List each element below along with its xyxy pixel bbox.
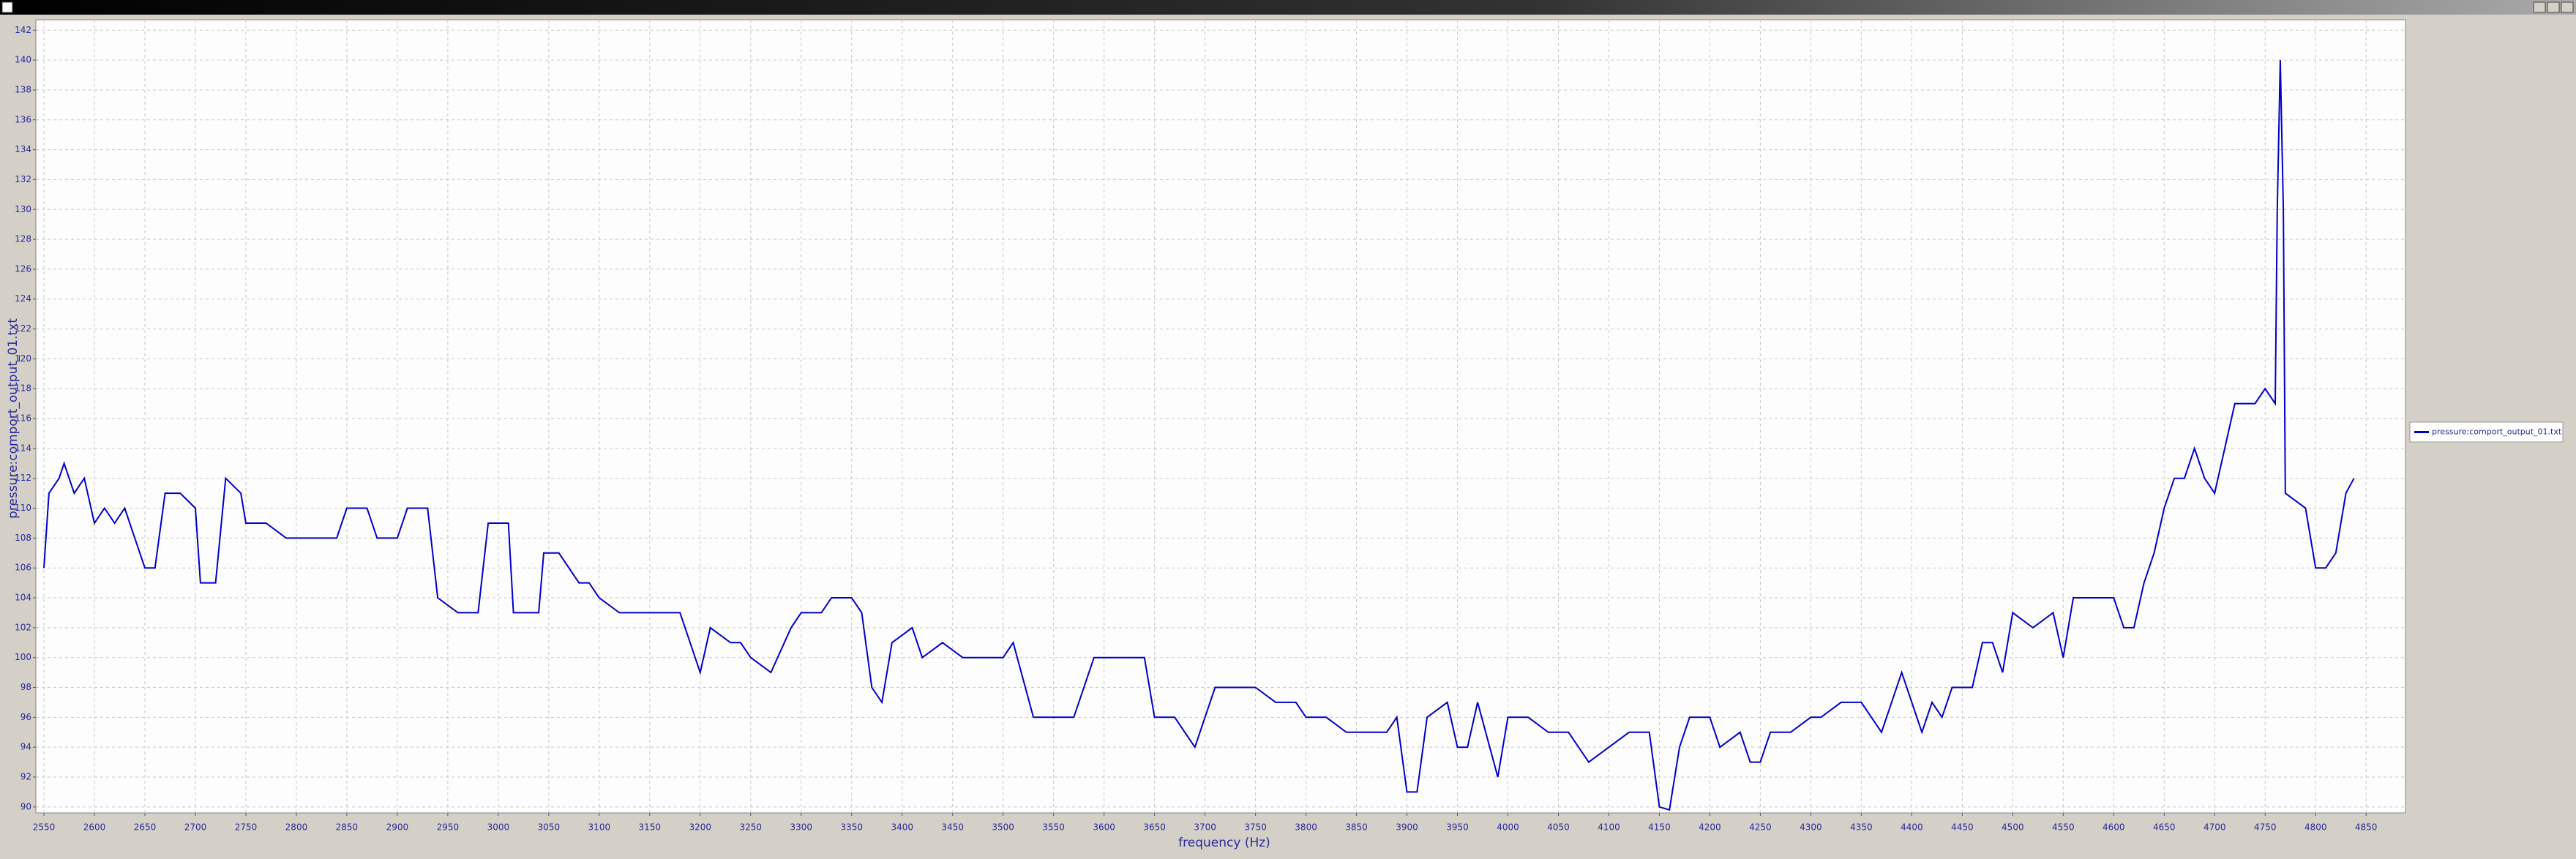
x-tick-label: 3850 — [1345, 822, 1368, 833]
x-tick-label: 4650 — [2153, 822, 2176, 833]
y-tick-label: 136 — [15, 114, 31, 124]
x-tick-label: 3050 — [538, 822, 561, 833]
x-tick-label: 4000 — [1497, 822, 1519, 833]
y-tick-label: 100 — [15, 652, 31, 662]
legend-box — [2409, 421, 2564, 443]
legend-label: pressure:comport_output_01.txt — [2432, 427, 2562, 437]
y-axis-label: pressure:comport_output_01.txt — [6, 318, 20, 519]
x-tick-label: 3800 — [1295, 822, 1317, 833]
y-tick-label: 138 — [15, 84, 31, 94]
y-tick-label: 114 — [15, 443, 31, 453]
x-tick-label: 4450 — [1951, 822, 1974, 833]
x-tick-label: 4500 — [2002, 822, 2024, 833]
x-tick-label: 3000 — [487, 822, 510, 833]
x-tick-label: 4550 — [2052, 822, 2075, 833]
x-tick-label: 3550 — [1042, 822, 1065, 833]
x-tick-label: 4050 — [1547, 822, 1570, 833]
window-menu-button[interactable] — [1, 1, 13, 13]
x-tick-label: 2700 — [184, 822, 207, 833]
y-tick-label: 128 — [15, 234, 31, 244]
x-tick-label: 3400 — [891, 822, 913, 833]
x-tick-label: 3250 — [740, 822, 763, 833]
y-tick-label: 110 — [15, 503, 31, 513]
x-tick-label: 2600 — [83, 822, 106, 833]
x-tick-label: 4750 — [2254, 822, 2277, 833]
x-tick-label: 3700 — [1194, 822, 1216, 833]
x-tick-label: 3300 — [790, 822, 812, 833]
x-tick-label: 3100 — [588, 822, 611, 833]
y-tick-label: 134 — [15, 144, 31, 154]
x-tick-label: 2650 — [134, 822, 157, 833]
x-tick-label: 4300 — [1800, 822, 1822, 833]
x-tick-label: 4700 — [2204, 822, 2226, 833]
x-tick-label: 2550 — [33, 822, 56, 833]
y-tick-label: 118 — [15, 383, 31, 394]
x-tick-label: 4100 — [1598, 822, 1620, 833]
x-tick-label: 3650 — [1143, 822, 1166, 833]
x-tick-label: 2900 — [386, 822, 409, 833]
y-tick-label: 106 — [15, 563, 31, 573]
y-tick-label: 112 — [15, 473, 31, 483]
x-tick-label: 4350 — [1850, 822, 1873, 833]
y-tick-label: 140 — [15, 55, 31, 65]
title-bar — [0, 0, 2576, 15]
x-tick-label: 4400 — [1901, 822, 1923, 833]
x-tick-label: 3600 — [1093, 822, 1115, 833]
x-tick-label: 3950 — [1446, 822, 1469, 833]
x-tick-label: 4200 — [1699, 822, 1721, 833]
y-tick-label: 120 — [15, 353, 31, 364]
x-tick-label: 3500 — [992, 822, 1014, 833]
y-tick-label: 124 — [15, 293, 31, 304]
x-tick-label: 2850 — [336, 822, 359, 833]
data-line — [43, 60, 2355, 811]
close-button[interactable] — [2561, 1, 2574, 13]
x-tick-label: 4850 — [2355, 822, 2378, 833]
x-tick-label: 3450 — [941, 822, 964, 833]
x-tick-label: 3200 — [689, 822, 712, 833]
y-tick-label: 104 — [15, 593, 31, 603]
x-tick-label: 3350 — [840, 822, 863, 833]
x-tick-label: 2750 — [235, 822, 258, 833]
y-tick-label: 132 — [15, 174, 31, 184]
y-tick-label: 98 — [20, 682, 31, 692]
y-tick-label: 122 — [15, 323, 31, 334]
x-tick-label: 4250 — [1749, 822, 1772, 833]
y-tick-label: 108 — [15, 533, 31, 543]
y-tick-label: 130 — [15, 204, 31, 214]
x-tick-label: 2950 — [437, 822, 460, 833]
x-tick-label: 4800 — [2304, 822, 2327, 833]
y-tick-label: 90 — [20, 801, 31, 811]
x-tick-label: 4600 — [2103, 822, 2125, 833]
minimize-button[interactable] — [2533, 1, 2546, 13]
x-axis-label: frequency (Hz) — [1178, 836, 1270, 850]
y-tick-label: 142 — [15, 25, 31, 35]
y-tick-label: 94 — [20, 742, 31, 752]
x-tick-label: 3900 — [1396, 822, 1418, 833]
y-tick-label: 92 — [20, 772, 31, 782]
x-tick-label: 2800 — [285, 822, 308, 833]
y-tick-label: 116 — [15, 413, 31, 424]
x-tick-label: 3750 — [1244, 822, 1267, 833]
x-tick-label: 4150 — [1648, 822, 1671, 833]
y-tick-label: 102 — [15, 622, 31, 632]
x-tick-label: 3150 — [639, 822, 662, 833]
plot-area — [35, 19, 2406, 814]
y-tick-label: 96 — [20, 712, 31, 722]
maximize-button[interactable] — [2547, 1, 2560, 13]
y-tick-label: 126 — [15, 263, 31, 274]
